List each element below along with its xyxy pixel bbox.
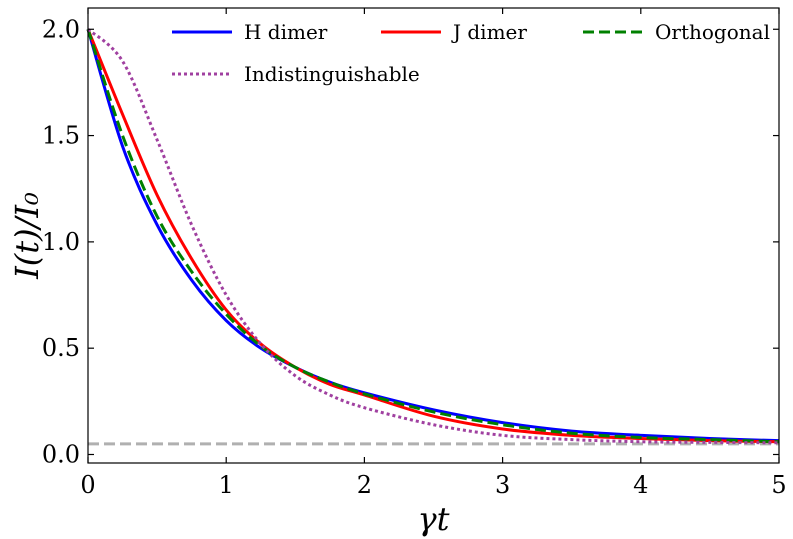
y-tick-label: 2.0: [42, 15, 80, 43]
y-tick-label: 0.5: [42, 334, 80, 362]
series-line-j-dimer: [86, 28, 780, 444]
x-tick-label: 0: [80, 471, 95, 499]
plot-area: [86, 28, 780, 446]
plot-frame: [87, 7, 780, 464]
series-line-indistinguishable: [86, 28, 780, 445]
x-tick-label: 5: [771, 471, 786, 499]
legend-label-3: Indistinguishable: [244, 62, 420, 86]
x-tick-label: 2: [357, 471, 372, 499]
y-tick-label: 1.0: [42, 228, 80, 256]
series-line-orthogonal: [86, 28, 780, 444]
y-axis-label: I(t)/I₀: [8, 192, 46, 280]
legend: H dimer J dimer Orthogonal Indistinguishabl…: [172, 20, 770, 86]
axes: 0 1 2 3 4 5 0.0 0.5 1.0 1.5 2.0 γt I(t)/I₀: [8, 7, 787, 538]
y-tick-label: 1.5: [42, 122, 80, 150]
x-axis-label: γt: [418, 500, 450, 538]
legend-label-2: Orthogonal: [655, 20, 770, 44]
x-tick-label: 3: [495, 471, 510, 499]
legend-label-1: J dimer: [451, 20, 527, 44]
y-tick-label: 0.0: [42, 440, 80, 468]
x-tick-label: 4: [633, 471, 648, 499]
legend-label-0: H dimer: [244, 20, 328, 44]
series-line-h-dimer: [86, 28, 780, 443]
x-tick-label: 1: [219, 471, 234, 499]
